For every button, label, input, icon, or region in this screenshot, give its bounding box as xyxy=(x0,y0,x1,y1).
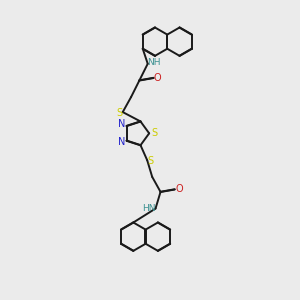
Text: NH: NH xyxy=(147,58,160,68)
Text: O: O xyxy=(175,184,183,194)
Text: O: O xyxy=(154,73,161,83)
Text: S: S xyxy=(116,108,122,118)
Text: N: N xyxy=(118,119,126,129)
Text: S: S xyxy=(151,128,157,138)
Text: HN: HN xyxy=(142,204,155,213)
Text: N: N xyxy=(118,137,126,147)
Text: S: S xyxy=(148,156,154,166)
